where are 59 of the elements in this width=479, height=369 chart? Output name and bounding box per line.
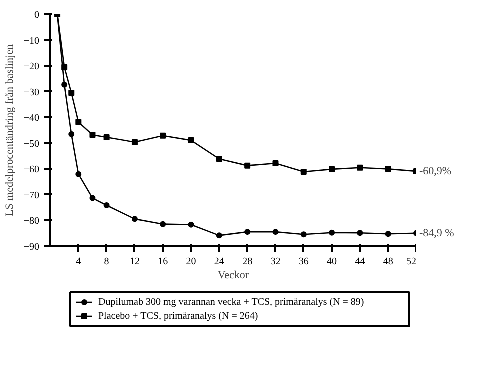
y-tick-label: −60 xyxy=(24,164,40,176)
point xyxy=(160,132,166,139)
point xyxy=(357,164,364,171)
y-tick-label: −10 xyxy=(24,36,40,47)
x-axis-title: Veckor xyxy=(218,270,250,282)
point xyxy=(104,134,110,140)
x-tick-label: 16 xyxy=(158,256,168,268)
y-tick-label: −30 xyxy=(24,87,40,98)
point xyxy=(76,171,82,178)
point xyxy=(76,119,82,126)
x-tick-label: 36 xyxy=(298,256,309,268)
x-tick-label: 4 xyxy=(76,256,82,268)
y-axis-title: LS medelprocentändring från baslinjen xyxy=(4,44,16,216)
point xyxy=(62,82,68,88)
x-tick-label: 44 xyxy=(355,256,366,268)
point xyxy=(68,131,75,138)
annotation: -60,9% xyxy=(420,165,452,178)
y-tick-label: −40 xyxy=(24,113,40,124)
y-tick-label: −20 xyxy=(24,62,40,73)
legend-label: Dupilumab 300 mg varannan vecka + TCS, primäranalys (N = 89) xyxy=(98,297,364,308)
legend-label: Placebo + TCS, primäranalys (N = 264) xyxy=(98,311,258,322)
point xyxy=(160,221,166,228)
y-tick-label: −70 xyxy=(24,190,40,202)
x-tick-label: 40 xyxy=(327,256,338,268)
point xyxy=(385,166,392,172)
point xyxy=(90,195,96,202)
y-tick-label: −50 xyxy=(24,138,40,150)
point xyxy=(216,232,222,239)
point xyxy=(272,229,279,236)
x-tick-label: 28 xyxy=(242,256,253,268)
annotation: -84,9 % xyxy=(420,227,454,240)
point xyxy=(329,230,336,236)
point xyxy=(300,232,307,238)
point xyxy=(300,169,307,175)
x-tick-label: 8 xyxy=(104,256,110,268)
point xyxy=(357,230,364,236)
point xyxy=(385,231,392,238)
y-tick-label: −80 xyxy=(24,216,40,228)
point xyxy=(188,222,194,228)
x-tick-label: 20 xyxy=(186,256,196,268)
point xyxy=(132,216,138,222)
point xyxy=(244,162,251,169)
point xyxy=(132,139,138,146)
point xyxy=(62,64,68,70)
y-tick-label: 0 xyxy=(34,10,40,21)
point xyxy=(104,202,110,209)
x-tick-label: 48 xyxy=(383,256,394,268)
point xyxy=(90,132,96,138)
y-tick-label: −90 xyxy=(24,242,40,253)
point xyxy=(244,229,251,236)
point xyxy=(272,160,279,166)
x-tick-label: 52 xyxy=(406,256,416,268)
x-tick-label: 12 xyxy=(130,256,140,268)
point xyxy=(188,138,194,144)
point xyxy=(216,156,222,162)
point xyxy=(329,166,336,172)
x-tick-label: 32 xyxy=(270,256,281,268)
x-tick-label: 24 xyxy=(214,256,224,268)
point xyxy=(68,90,75,96)
